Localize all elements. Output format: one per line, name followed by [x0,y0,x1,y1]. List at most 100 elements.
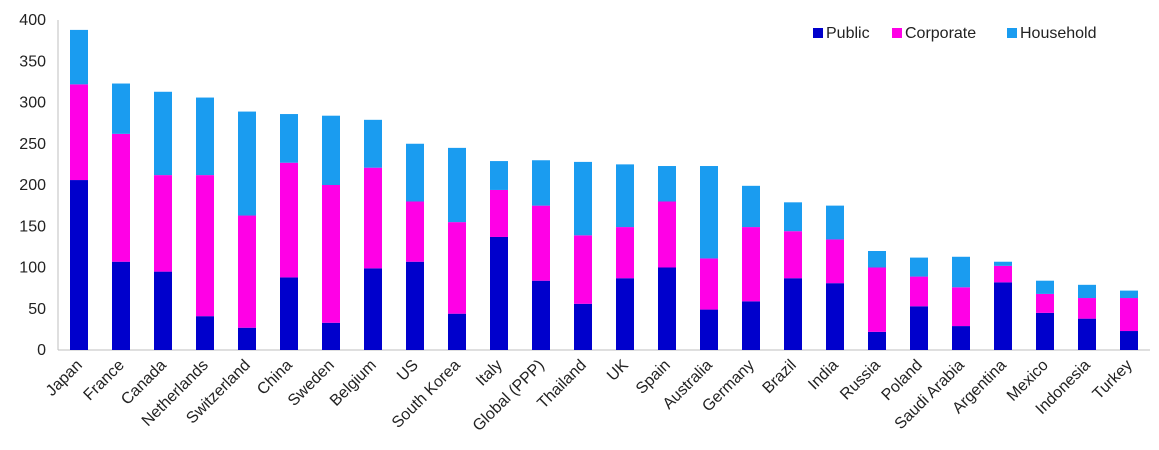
y-tick-label: 100 [19,260,46,277]
x-tick-label: Japan [43,357,86,400]
bar-household-india [826,205,844,240]
bar-public-uk [616,278,634,350]
bar-household-south-korea [448,147,466,223]
y-tick-label: 0 [37,342,46,359]
bar-household-canada [154,91,172,176]
x-tick-label: Italy [473,357,506,390]
bar-public-belgium [364,268,382,350]
bar-household-switzerland [238,111,256,216]
bar-public-italy [490,236,508,350]
bar-public-poland [910,306,928,350]
bar-corporate-china [280,162,298,278]
bar-public-germany [742,301,760,350]
y-tick-label: 350 [19,53,46,70]
bar-household-germany [742,185,760,228]
bar-public-indonesia [1078,318,1096,350]
bar-household-mexico [1036,280,1054,294]
bar-public-switzerland [238,327,256,350]
bar-public-japan [70,180,88,350]
bar-corporate-spain [658,201,676,268]
y-tick-label: 400 [19,12,46,29]
bar-public-russia [868,331,886,350]
bar-household-uk [616,164,634,228]
bar-public-turkey [1120,331,1138,350]
legend-swatch-household [1007,28,1017,38]
bar-household-spain [658,166,676,202]
x-tick-label: US [394,357,422,385]
bar-household-italy [490,161,508,190]
bar-corporate-sweden [322,185,340,323]
bar-household-sweden [322,115,340,185]
bar-public-india [826,283,844,350]
bar-household-russia [868,251,886,268]
bar-corporate-global-ppp [532,205,550,281]
bar-public-saudi-arabia [952,326,970,350]
bar-household-indonesia [1078,284,1096,299]
bar-corporate-thailand [574,235,592,304]
bar-public-south-korea [448,313,466,350]
y-tick-label: 150 [19,218,46,235]
y-tick-label: 50 [28,301,46,318]
legend-swatch-public [813,28,823,38]
bar-corporate-australia [700,258,718,310]
bar-household-us [406,143,424,202]
bar-household-china [280,114,298,163]
bar-corporate-poland [910,276,928,307]
x-tick-label: Turkey [1090,357,1136,403]
axes [57,20,1150,351]
bar-household-brazil [784,202,802,232]
bar-household-poland [910,257,928,277]
bar-corporate-brazil [784,231,802,279]
x-tick-label: Belgium [327,357,380,410]
bar-public-china [280,277,298,350]
bar-public-argentina [994,282,1012,350]
bar-household-france [112,83,130,134]
bar-public-australia [700,309,718,350]
bar-household-turkey [1120,290,1138,299]
bar-corporate-belgium [364,167,382,269]
bar-corporate-germany [742,227,760,302]
bar-corporate-italy [490,189,508,237]
bar-corporate-us [406,201,424,262]
y-tick-label: 300 [19,95,46,112]
bar-corporate-japan [70,84,88,181]
bar-household-belgium [364,119,382,168]
bar-household-australia [700,166,718,259]
y-tick-label: 200 [19,177,46,194]
bar-household-global-ppp [532,160,550,206]
bar-household-netherlands [196,97,214,176]
bar-public-us [406,261,424,350]
bar-public-canada [154,271,172,350]
bar-corporate-france [112,133,130,262]
bar-corporate-argentina [994,265,1012,283]
bar-corporate-turkey [1120,298,1138,332]
bar-household-saudi-arabia [952,256,970,288]
legend: Public Corporate Household [813,25,1097,42]
bar-household-thailand [574,161,592,236]
legend-swatch-corporate [892,28,902,38]
x-tick-label: Brazil [760,357,800,397]
bar-corporate-uk [616,227,634,279]
legend-label-household: Household [1020,25,1097,42]
bar-public-brazil [784,278,802,350]
bar-corporate-russia [868,267,886,332]
bar-corporate-south-korea [448,222,466,314]
bar-corporate-netherlands [196,175,214,317]
y-tick-label: 250 [19,136,46,153]
bar-public-thailand [574,303,592,350]
bar-public-netherlands [196,316,214,350]
bar-corporate-indonesia [1078,298,1096,319]
bar-corporate-india [826,239,844,284]
legend-label-corporate: Corporate [905,25,976,42]
bar-public-sweden [322,322,340,350]
x-tick-label: UK [604,357,632,385]
bar-public-global-ppp [532,280,550,350]
bar-corporate-switzerland [238,215,256,328]
bars [70,29,1138,350]
bar-household-japan [70,29,88,85]
x-tick-label: Russia [837,357,884,404]
bar-corporate-mexico [1036,293,1054,313]
legend-label-public: Public [826,25,870,42]
